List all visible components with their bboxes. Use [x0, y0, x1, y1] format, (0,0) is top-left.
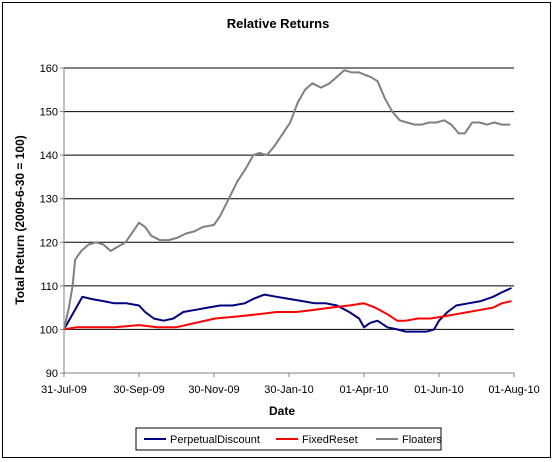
y-tick-label: 140	[40, 150, 58, 162]
series-line-fixedreset	[63, 300, 512, 331]
x-tick-label: 30-Jan-10	[264, 384, 314, 396]
series-lines	[63, 69, 512, 333]
x-axis-title: Date	[269, 404, 295, 418]
x-tick-label: 01-Jun-10	[414, 384, 464, 396]
x-tick-label: 30-Nov-09	[188, 384, 239, 396]
chart-title: Relative Returns	[227, 16, 330, 31]
y-tick-label: 110	[40, 281, 58, 293]
legend-label: FixedReset	[302, 434, 358, 446]
y-tick-label: 120	[40, 237, 58, 249]
plot-background	[64, 68, 514, 373]
x-tick-label: 01-Apr-10	[340, 384, 389, 396]
x-tick-label: 31-Jul-09	[41, 384, 87, 396]
legend-label: PerpetualDiscount	[170, 434, 260, 446]
y-tick-label: 160	[40, 63, 58, 75]
series-line-perpetualdiscount	[63, 287, 512, 333]
legend-label: Floaters	[402, 434, 442, 446]
x-axis-ticks: 31-Jul-09 30-Sep-09 30-Nov-09 30-Jan-10 01-A…	[41, 373, 540, 396]
legend: PerpetualDiscount FixedReset Floaters	[135, 427, 442, 451]
series-line-floaters	[63, 69, 511, 330]
y-axis-title: Total Return (2009-6-30 = 100)	[13, 135, 27, 305]
y-tick-label: 90	[46, 368, 58, 380]
y-axis-ticks: 90 100 110 120 130 140 150 160	[40, 63, 64, 380]
x-tick-label: 30-Sep-09	[113, 384, 164, 396]
y-tick-label: 150	[40, 107, 58, 119]
x-tick-label: 01-Aug-10	[488, 384, 539, 396]
y-tick-label: 130	[40, 194, 58, 206]
plot-area	[63, 67, 514, 374]
y-tick-label: 100	[40, 324, 58, 336]
